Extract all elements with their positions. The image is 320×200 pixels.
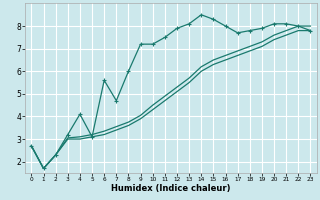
- X-axis label: Humidex (Indice chaleur): Humidex (Indice chaleur): [111, 184, 231, 193]
